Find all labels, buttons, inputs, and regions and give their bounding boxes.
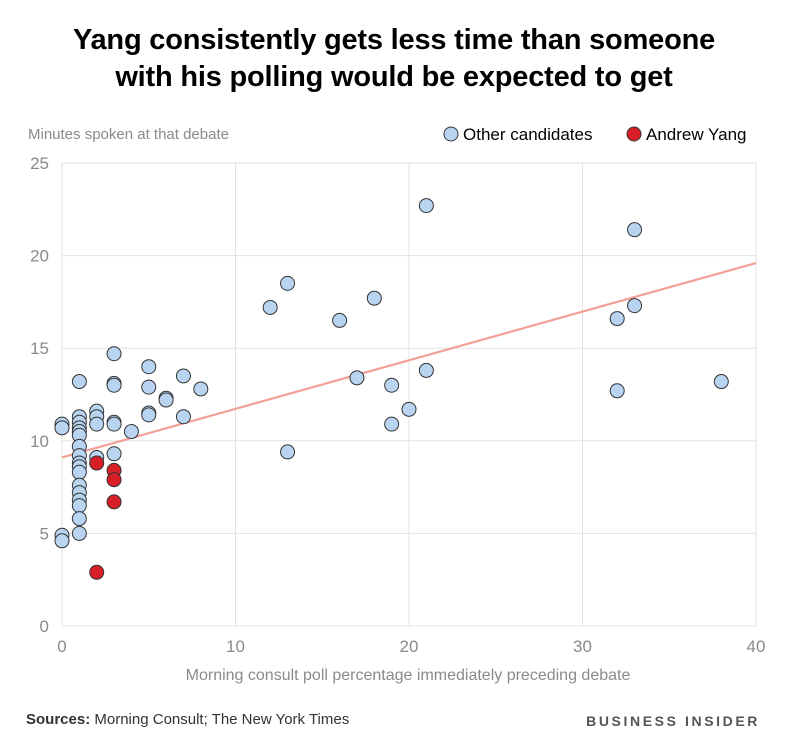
point-andrew-yang — [89, 564, 105, 580]
point-other-candidate — [262, 299, 278, 315]
chart-title-line-1: Yang consistently gets less time than so… — [72, 24, 716, 56]
tick-labels: 0 10 20 30 40 0 5 10 15 20 25 — [30, 154, 765, 656]
trendline — [61, 261, 757, 459]
point-other-candidate — [384, 377, 400, 393]
brand-logo: BUSINESS INSIDER — [586, 713, 760, 729]
legend-label-other: Other candidates — [463, 125, 592, 144]
point-other-candidate — [54, 533, 70, 549]
trendline-layer — [61, 261, 757, 459]
legend: Other candidates Andrew Yang — [443, 125, 747, 144]
point-other-candidate — [193, 381, 209, 397]
x-axis-label: Morning consult poll percentage immediat… — [186, 667, 631, 684]
x-tick-label: 0 — [57, 637, 66, 656]
point-other-candidate — [418, 198, 434, 214]
point-other-candidate — [106, 346, 122, 362]
point-other-candidate — [332, 312, 348, 328]
point-other-candidate — [627, 222, 643, 238]
point-other-candidate — [141, 359, 157, 375]
point-other-candidate — [175, 409, 191, 425]
point-other-candidate — [141, 379, 157, 395]
y-tick-label: 25 — [30, 154, 49, 173]
y-tick-label: 10 — [30, 432, 49, 451]
x-tick-label: 10 — [226, 637, 245, 656]
y-tick-label: 0 — [40, 617, 49, 636]
point-other-candidate — [627, 298, 643, 314]
point-other-candidate — [71, 374, 87, 390]
grid — [61, 162, 757, 627]
x-tick-label: 40 — [747, 637, 766, 656]
points-layer — [54, 198, 729, 580]
y-tick-label: 20 — [30, 247, 49, 266]
point-other-candidate — [141, 407, 157, 423]
point-other-candidate — [54, 420, 70, 436]
point-other-candidate — [280, 444, 296, 460]
point-other-candidate — [71, 498, 87, 514]
x-tick-label: 20 — [400, 637, 419, 656]
sources-note: Sources: Morning Consult; The New York T… — [26, 711, 349, 728]
sources-label: Sources: — [26, 711, 91, 728]
legend-marker-other — [443, 126, 459, 142]
point-other-candidate — [384, 416, 400, 432]
point-other-candidate — [71, 511, 87, 527]
point-andrew-yang — [89, 455, 105, 471]
point-other-candidate — [609, 383, 625, 399]
chart-title: Yang consistently gets less time than so… — [0, 22, 788, 96]
chart-title-line-2: with his polling would be expected to ge… — [115, 61, 673, 93]
point-other-candidate — [123, 424, 139, 440]
point-other-candidate — [158, 392, 174, 408]
point-other-candidate — [71, 464, 87, 480]
point-other-candidate — [106, 446, 122, 462]
sources-text: Morning Consult; The New York Times — [94, 711, 350, 728]
point-other-candidate — [89, 416, 105, 432]
point-other-candidate — [418, 362, 434, 378]
point-andrew-yang — [106, 494, 122, 510]
legend-marker-yang — [626, 126, 642, 142]
point-other-candidate — [609, 311, 625, 327]
point-other-candidate — [106, 416, 122, 432]
y-tick-label: 15 — [30, 339, 49, 358]
point-other-candidate — [280, 275, 296, 291]
point-other-candidate — [713, 374, 729, 390]
point-other-candidate — [71, 525, 87, 541]
point-other-candidate — [366, 290, 382, 306]
point-other-candidate — [349, 370, 365, 386]
legend-label-yang: Andrew Yang — [646, 125, 747, 144]
point-other-candidate — [401, 401, 417, 417]
y-tick-label: 5 — [40, 524, 49, 543]
point-andrew-yang — [106, 472, 122, 488]
y-axis-label: Minutes spoken at that debate — [28, 126, 229, 143]
x-tick-label: 30 — [573, 637, 592, 656]
point-other-candidate — [106, 377, 122, 393]
point-other-candidate — [175, 368, 191, 384]
